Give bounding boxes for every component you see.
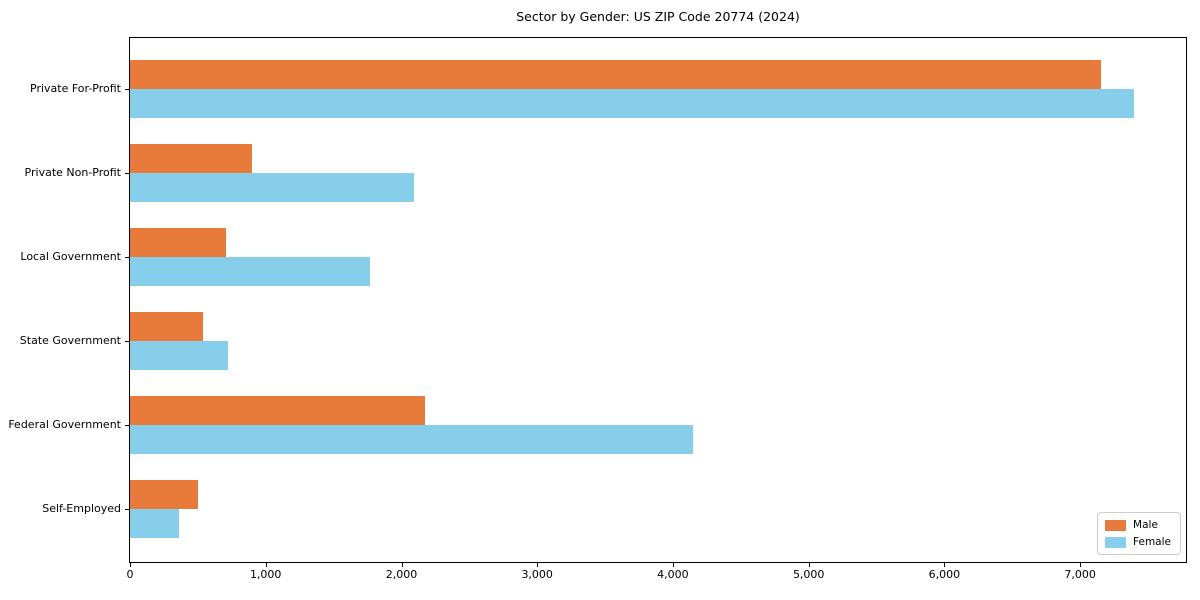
bar-female-private-for-profit [130, 89, 1135, 118]
y-tick-label-private-for-profit: Private For-Profit [30, 82, 121, 95]
y-tick-label-federal-government: Federal Government [8, 418, 121, 431]
legend-entry-female: Female [1105, 536, 1171, 548]
y-tick-mark [125, 257, 129, 258]
y-tick-mark [125, 509, 129, 510]
x-tick-mark [672, 563, 674, 567]
bar-male-private-non-profit [130, 144, 253, 173]
chart-title: Sector by Gender: US ZIP Code 20774 (202… [516, 9, 800, 24]
bar-female-private-non-profit [130, 173, 414, 202]
x-tick-label-7-000: 7,000 [1064, 568, 1096, 581]
x-tick-mark [537, 563, 539, 567]
y-tick-mark [125, 341, 129, 342]
x-tick-label-6-000: 6,000 [928, 568, 961, 581]
legend: Male Female [1097, 512, 1181, 555]
x-tick-mark [130, 563, 131, 567]
legend-label-female: Female [1133, 536, 1171, 548]
bar-female-self-employed [130, 509, 179, 538]
bar-male-self-employed [130, 480, 198, 509]
bar-male-federal-government [130, 396, 425, 425]
x-tick-label-3-000: 3,000 [521, 568, 553, 581]
bar-male-state-government [130, 312, 203, 341]
y-tick-label-state-government: State Government [19, 334, 121, 347]
legend-label-male: Male [1133, 519, 1158, 531]
y-tick-label-local-government: Local Government [20, 250, 121, 263]
bar-female-federal-government [130, 425, 694, 454]
male-swatch [1105, 519, 1127, 531]
y-tick-mark [125, 89, 129, 90]
bar-female-state-government [130, 341, 228, 370]
x-tick-label-0: 0 [126, 568, 134, 581]
x-tick-label-2-000: 2,000 [385, 568, 418, 581]
x-tick-mark [808, 563, 810, 567]
bar-female-local-government [130, 257, 371, 286]
y-tick-label-self-employed: Self-Employed [42, 502, 121, 515]
female-swatch [1105, 536, 1127, 548]
x-tick-label-5-000: 5,000 [792, 568, 825, 581]
plot-area: Private For-Profit Private Non-Profit Loca… [8, 37, 1187, 581]
x-tick-label-1-000: 1,000 [249, 568, 282, 581]
bar-male-private-for-profit [130, 60, 1102, 89]
x-tick-label-4-000: 4,000 [657, 568, 689, 581]
y-tick-mark [125, 425, 129, 426]
x-tick-mark [265, 563, 267, 567]
bar-male-local-government [130, 228, 226, 257]
y-tick-mark [125, 173, 129, 174]
x-tick-mark [944, 563, 946, 567]
x-tick-mark [1080, 563, 1082, 567]
legend-entry-male: Male [1105, 519, 1171, 531]
x-tick-mark [401, 563, 403, 567]
y-tick-label-private-non-profit: Private Non-Profit [24, 166, 121, 179]
